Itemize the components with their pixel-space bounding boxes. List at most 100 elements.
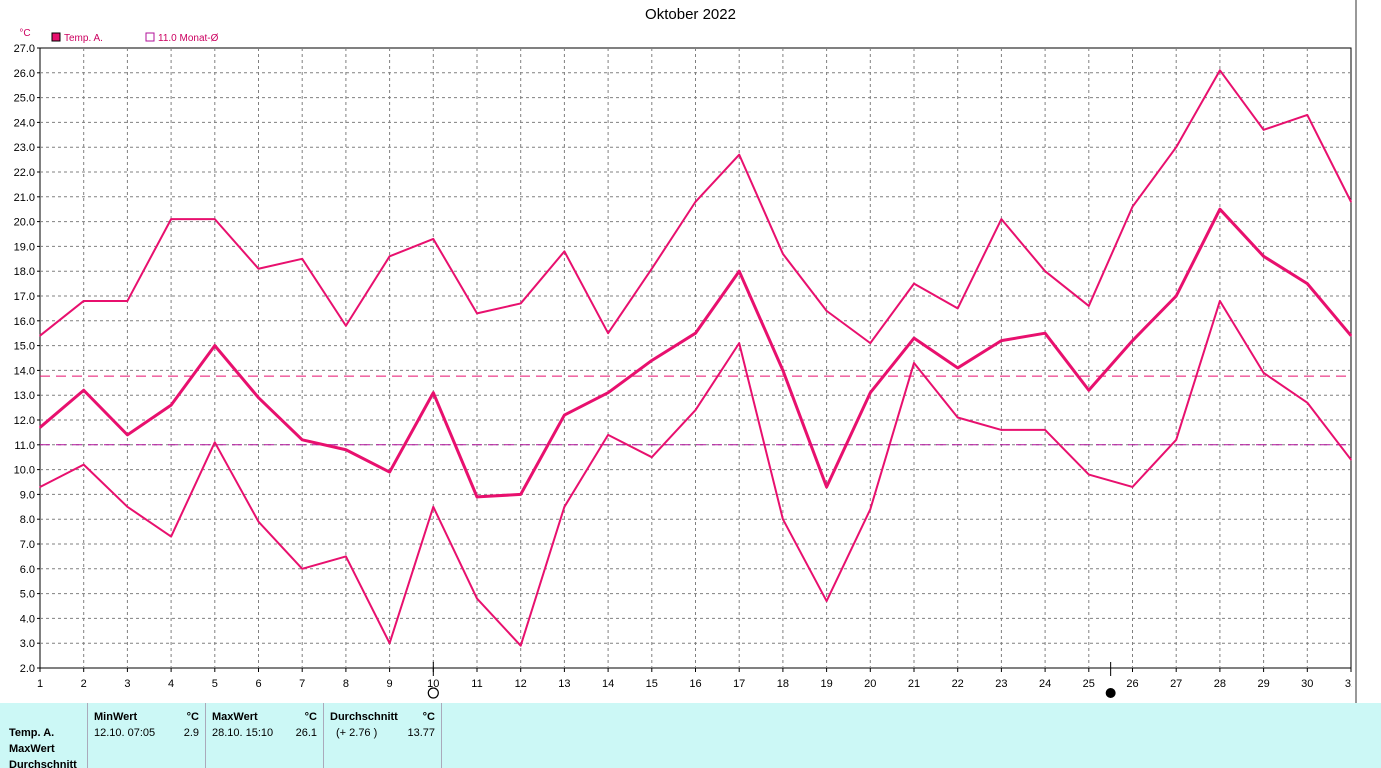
x-tick-label: 29: [1257, 678, 1269, 690]
data-point-mean: [432, 391, 435, 394]
data-point-max: [956, 307, 959, 310]
data-point-min: [1088, 473, 1090, 476]
data-point-max: [1044, 270, 1046, 273]
data-point-max: [1088, 305, 1090, 307]
data-point-mean: [1262, 255, 1265, 258]
y-tick-label: 13.0: [14, 390, 35, 402]
data-point-min: [519, 644, 522, 647]
data-point-min: [1000, 429, 1003, 431]
data-point-mean: [126, 434, 129, 436]
y-tick-label: 7.0: [20, 539, 35, 551]
chart-title: Oktober 2022: [645, 6, 736, 23]
data-point-min: [1219, 300, 1221, 302]
stats-avg-column: Durchschnitt °C (+ 2.76 ) 13.77: [324, 703, 442, 768]
data-point-min: [1044, 429, 1046, 431]
data-point-max: [39, 334, 41, 337]
y-tick-label: 23.0: [14, 142, 35, 154]
data-point-min: [1131, 486, 1134, 488]
data-point-mean: [956, 367, 959, 369]
data-point-min: [476, 597, 478, 600]
x-tick-label: 28: [1214, 678, 1226, 690]
chart-area: 2.0 3.0 4.0 5.0 6.0 7.0 8.0 9.0 10.0 11.0 12.0 13.0…: [14, 28, 1357, 699]
stats-row-label: Temp. A.: [9, 727, 55, 739]
x-tick-label: 24: [1039, 678, 1051, 690]
y-tick-label: 24.0: [14, 117, 35, 129]
x-tick-label: 25: [1083, 678, 1095, 690]
data-point-max: [82, 300, 85, 302]
data-point-max: [476, 312, 478, 315]
stats-panel: Temp. A. MaxWert Durchschnitt MinWert °C…: [0, 703, 1381, 768]
avg-header: Durchschnitt: [330, 711, 398, 723]
data-point-mean: [913, 337, 915, 339]
y-tick-label: 21.0: [14, 192, 35, 204]
data-point-max: [170, 218, 172, 220]
x-tick-label: 23: [995, 678, 1007, 690]
full-moon-icon: [427, 687, 439, 699]
min-when: 12.10. 07:05: [94, 727, 156, 739]
data-point-min: [782, 518, 784, 520]
x-tick-label: 11: [471, 678, 482, 690]
data-point-mean: [694, 332, 697, 335]
data-point-mean: [1000, 339, 1003, 342]
data-point-mean: [39, 426, 41, 429]
data-point-mean: [738, 270, 740, 273]
x-tick-label: 10: [427, 678, 439, 690]
data-point-min: [1306, 401, 1309, 404]
data-point-mean: [1044, 332, 1046, 335]
y-tick-label: 10.0: [14, 465, 35, 477]
data-point-max: [257, 267, 260, 270]
max-unit: °C: [304, 711, 317, 723]
min-value: 2.9: [183, 727, 199, 739]
y-tick-label: 18.0: [14, 266, 35, 278]
legend-label: 11.0 Monat-Ø: [158, 33, 219, 44]
data-point-max: [1175, 146, 1177, 148]
y-tick-label: 5.0: [20, 589, 35, 601]
data-point-min: [825, 600, 828, 602]
y-tick-label: 20.0: [14, 217, 35, 229]
data-point-mean: [651, 359, 653, 362]
data-point-max: [345, 324, 347, 327]
y-tick-label: 17.0: [14, 291, 35, 303]
x-tick-label: 1: [37, 678, 43, 690]
new-moon-icon: [1105, 688, 1116, 698]
data-point-mean: [82, 389, 85, 392]
y-tick-label: 4.0: [20, 613, 35, 625]
data-point-min: [388, 642, 391, 644]
data-point-mean: [1219, 208, 1221, 210]
data-point-max: [825, 310, 828, 312]
min-header: MinWert: [94, 711, 138, 723]
x-tick-label: 21: [908, 678, 920, 690]
data-point-mean: [825, 486, 828, 488]
data-point-mean: [1131, 339, 1134, 342]
data-point-min: [956, 416, 959, 419]
x-tick-label: 14: [602, 678, 614, 690]
stats-min-column: MinWert °C 12.10. 07:05 2.9: [88, 703, 206, 768]
y-tick-label: 9.0: [20, 489, 35, 501]
data-point-max: [126, 300, 129, 302]
x-tick-label: 26: [1126, 678, 1138, 690]
data-point-min: [301, 568, 304, 570]
x-tick-label: 3: [124, 678, 130, 690]
data-point-mean: [1306, 282, 1309, 285]
y-unit-label: °C: [19, 28, 30, 39]
data-point-mean: [1350, 334, 1352, 337]
max-when: 28.10. 15:10: [212, 727, 274, 739]
x-tick-label: 4: [168, 678, 174, 690]
x-tick-label: 7: [299, 678, 305, 690]
data-point-min: [869, 508, 872, 511]
data-point-max: [214, 218, 216, 220]
data-point-min: [913, 362, 915, 364]
data-point-min: [1350, 458, 1352, 461]
y-tick-label: 12.0: [14, 415, 35, 427]
data-point-mean: [476, 496, 478, 498]
y-tick-label: 19.0: [14, 241, 35, 253]
y-tick-label: 14.0: [14, 365, 35, 377]
data-point-max: [782, 253, 784, 255]
x-tick-label: 12: [515, 678, 527, 690]
x-tick-label: 19: [820, 678, 832, 690]
y-tick-label: 2.0: [20, 663, 35, 675]
x-tick-label: 8: [343, 678, 349, 690]
x-tick-label: 2: [81, 678, 87, 690]
y-tick-label: 22.0: [14, 167, 35, 179]
data-point-mean: [1175, 295, 1177, 297]
